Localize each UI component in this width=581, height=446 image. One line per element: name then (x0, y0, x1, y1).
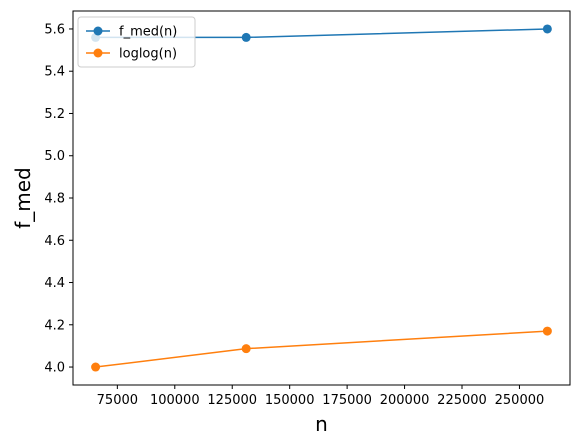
legend-marker (93, 48, 103, 58)
y-tick-label: 5.4 (44, 65, 65, 80)
x-tick-label: 100000 (150, 393, 200, 408)
data-point (542, 24, 552, 34)
x-tick-label: 75000 (97, 393, 138, 408)
plot-frame (72, 10, 571, 386)
x-tick-label: 175000 (322, 393, 372, 408)
legend-label: loglog(n) (119, 47, 177, 62)
y-tick-label: 4.0 (44, 361, 65, 376)
x-tick-label: 225000 (437, 393, 487, 408)
x-axis-label: n (315, 412, 328, 436)
x-tick-label: 200000 (380, 393, 430, 408)
y-axis-label: f_med (11, 167, 35, 229)
y-tick-label: 4.8 (44, 192, 65, 207)
y-tick-label: 5.6 (44, 22, 65, 37)
y-tick-label: 4.6 (44, 234, 65, 249)
x-tick-label: 125000 (207, 393, 257, 408)
data-point (91, 362, 101, 372)
data-point (241, 344, 251, 354)
legend-box (77, 16, 196, 68)
y-tick-label: 5.0 (44, 149, 65, 164)
x-tick-label: 250000 (495, 393, 545, 408)
y-tick-label: 5.2 (44, 107, 65, 122)
x-tick-label: 150000 (265, 393, 315, 408)
legend-label: f_med(n) (119, 25, 177, 40)
data-point (542, 326, 552, 336)
legend: f_med(n) loglog(n) (77, 16, 196, 68)
data-point (241, 32, 251, 42)
y-tick-label: 4.4 (44, 276, 65, 291)
legend-marker (93, 26, 103, 36)
y-tick-label: 4.2 (44, 318, 65, 333)
y-axis-ticks: 4.0 4.2 4.4 4.6 4.8 5.0 5.2 5.4 5.6 (44, 22, 73, 376)
x-axis-ticks: 75000 100000 125000 150000 175000 200000 22500… (97, 385, 545, 408)
